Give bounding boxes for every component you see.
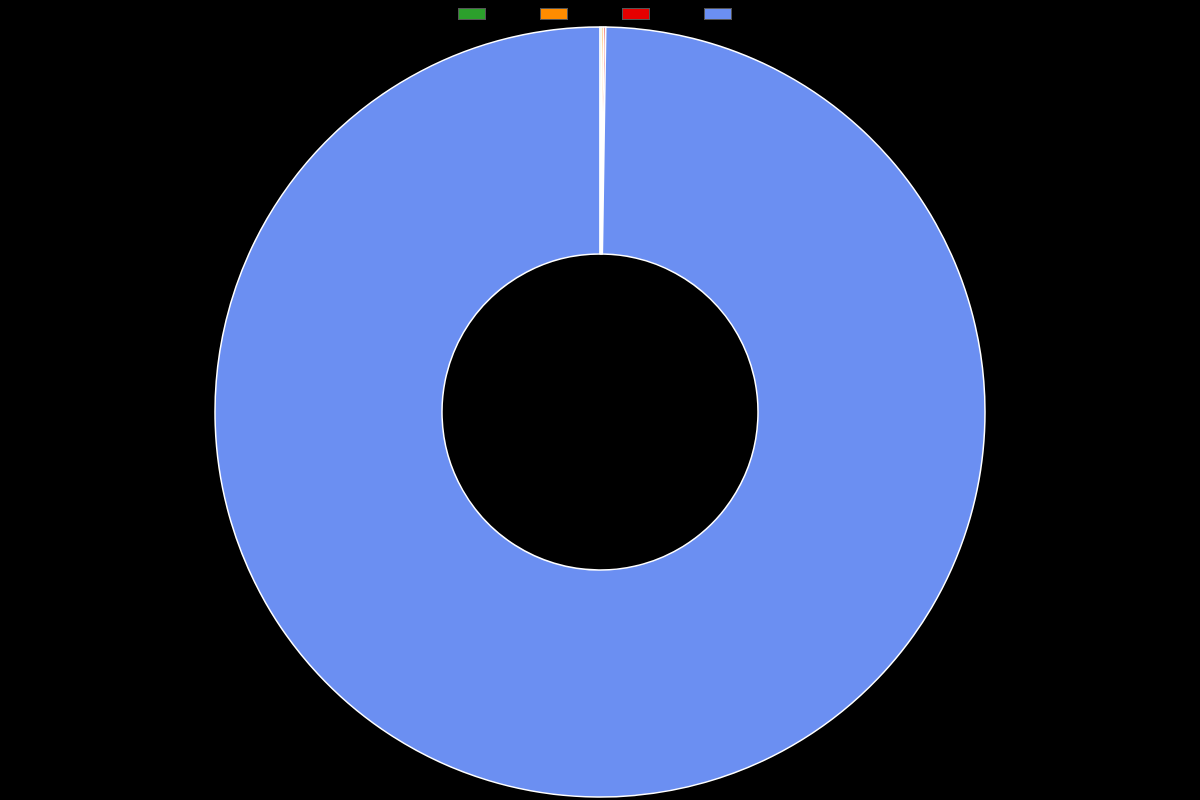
chart-page — [0, 0, 1200, 800]
donut-chart-container — [0, 0, 1200, 800]
donut-chart — [0, 0, 1200, 800]
